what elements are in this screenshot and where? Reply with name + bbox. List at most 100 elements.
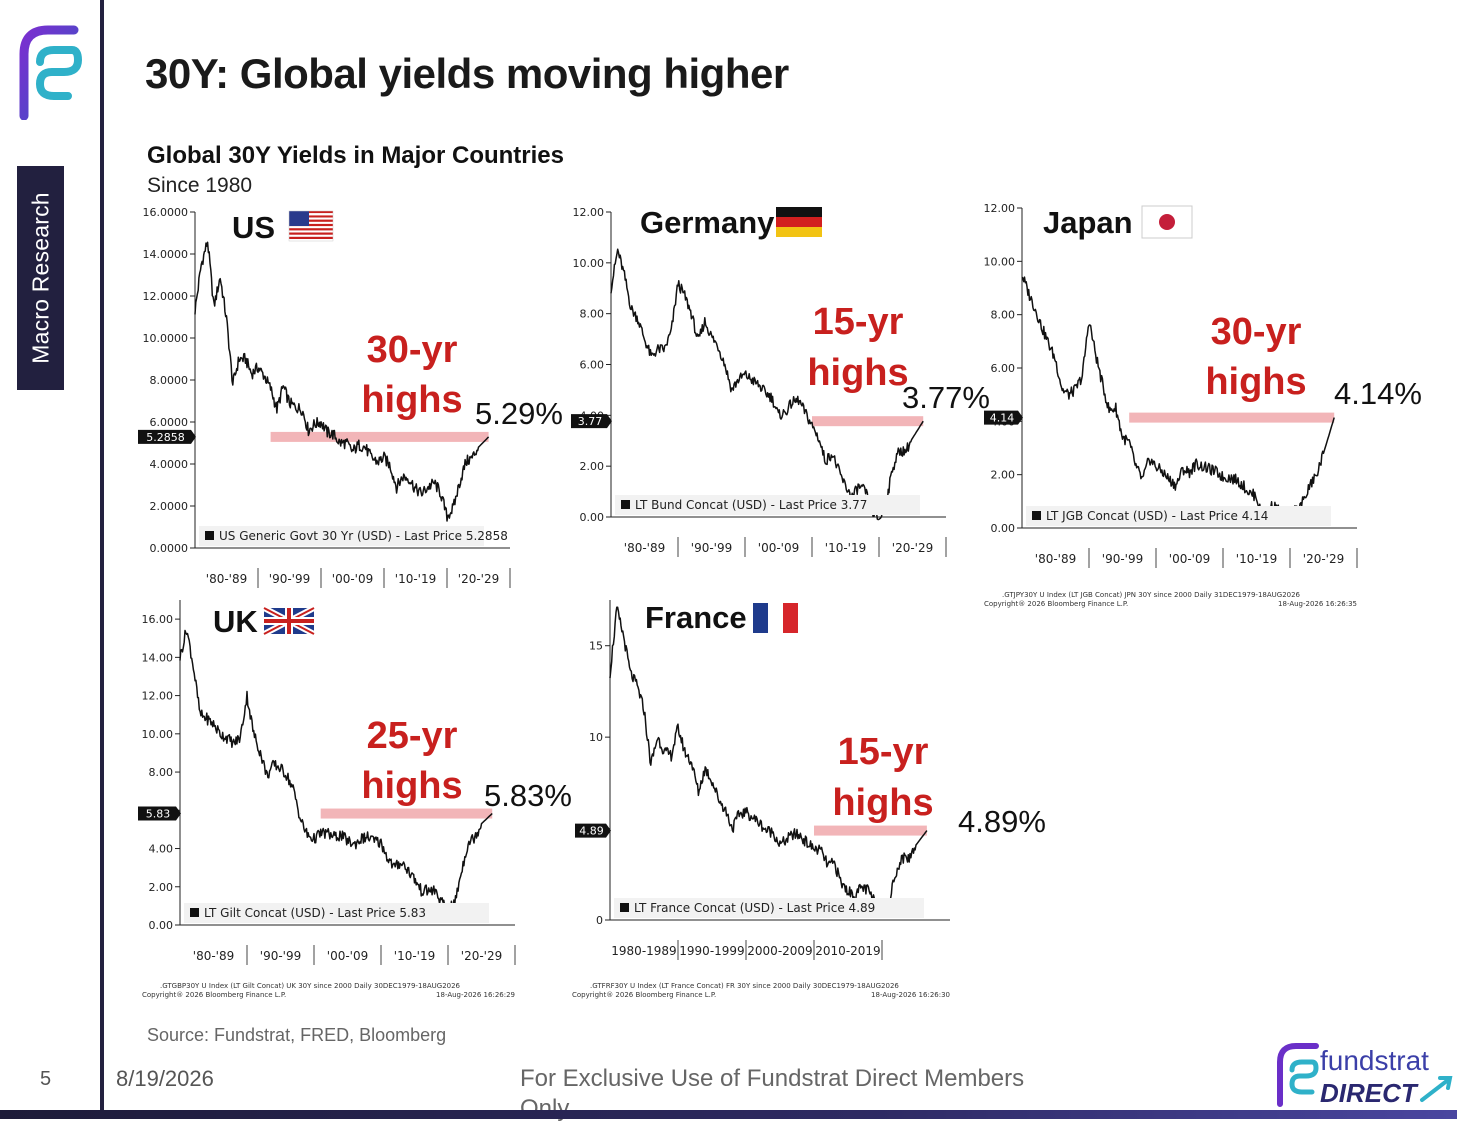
y-tick-label: 12.00 xyxy=(142,690,174,703)
legend-box xyxy=(199,526,484,546)
y-tick-label: 4.0000 xyxy=(150,458,189,471)
legend-box xyxy=(184,903,489,923)
x-tick-label: '00-'09 xyxy=(327,949,368,963)
uk-flag-icon xyxy=(262,605,316,637)
x-tick-label: '00-'09 xyxy=(1169,552,1210,566)
annotation-line-1: 25-yr xyxy=(367,715,458,757)
footnote-line-1: .GTJPY30Y U Index (LT JGB Concat) JPN 30… xyxy=(1002,591,1301,599)
chart-subtitle: Since 1980 xyxy=(147,174,253,197)
highlight-band xyxy=(270,431,489,442)
last-value-tag-label: 4.89 xyxy=(579,825,604,838)
annotation-line-2: highs xyxy=(1205,361,1306,403)
footer-date: 8/19/2026 xyxy=(116,1066,214,1091)
last-value-tag-label: 3.77 xyxy=(578,415,603,428)
last-value-tag-label: 5.2858 xyxy=(146,431,185,444)
y-tick-label: 10.00 xyxy=(142,728,174,741)
last-value-tag-label: 4.14 xyxy=(990,412,1015,425)
last-value-tag-label: 5.83 xyxy=(146,808,171,821)
last-value-percent: 5.29% xyxy=(475,396,563,431)
last-value-percent: 3.77% xyxy=(902,380,990,415)
last-value-percent: 5.83% xyxy=(484,778,572,813)
last-value-percent: 4.14% xyxy=(1334,376,1422,411)
x-tick-label: '10-'19 xyxy=(394,949,435,963)
footnote-line-1: .GTGBP30Y U Index (LT Gilt Concat) UK 30… xyxy=(160,982,461,990)
y-tick-label: 14.00 xyxy=(142,651,174,664)
country-title: Japan xyxy=(1043,205,1133,240)
last-value-tag xyxy=(138,429,196,444)
series-line xyxy=(609,606,928,916)
y-tick-label: 0.00 xyxy=(580,511,605,524)
footnote-line-2: Copyright® 2026 Bloomberg Finance L.P. xyxy=(142,991,286,999)
x-tick-label: '20-'29 xyxy=(461,949,502,963)
us-flag-icon xyxy=(288,210,334,242)
chart-title: Global 30Y Yields in Major Countries xyxy=(147,142,564,169)
legend-swatch xyxy=(621,500,630,509)
y-tick-label: 15 xyxy=(589,640,603,653)
y-tick-label: 10.0000 xyxy=(143,332,189,345)
y-tick-label: 0.00 xyxy=(149,919,174,932)
x-tick-label: '80-'89 xyxy=(624,541,665,555)
x-tick-label: '00-'09 xyxy=(758,541,799,555)
legend-swatch xyxy=(190,908,199,917)
source-note: Source: Fundstrat, FRED, Bloomberg xyxy=(147,1025,447,1045)
y-tick-label: 12.00 xyxy=(984,202,1016,215)
bottom-accent-bar xyxy=(0,1110,1457,1119)
series-line xyxy=(179,629,493,914)
chart-germany: 0.002.004.006.008.0010.0012.00'80-'89'90… xyxy=(571,205,990,557)
y-tick-label: 2.0000 xyxy=(150,500,189,513)
france-flag-icon xyxy=(753,603,798,633)
x-tick-label: '80-'89 xyxy=(1035,552,1076,566)
x-tick-label: '20-'29 xyxy=(458,572,499,586)
footnote-line-3: 18-Aug-2026 16:26:35 xyxy=(1278,600,1357,608)
y-tick-label: 2.00 xyxy=(991,469,1016,482)
germany-flag-icon xyxy=(776,207,822,237)
country-title: France xyxy=(645,600,747,635)
country-title: Germany xyxy=(640,205,775,240)
chart-france: 0510151980-19891990-19992000-20092010-20… xyxy=(572,600,1046,999)
x-tick-label: '10-'19 xyxy=(395,572,436,586)
y-tick-label: 10 xyxy=(589,731,603,744)
legend-label: LT France Concat (USD) - Last Price 4.89 xyxy=(634,901,875,915)
footnote-line-2: Copyright® 2026 Bloomberg Finance L.P. xyxy=(572,991,716,999)
y-tick-label: 14.0000 xyxy=(143,248,189,261)
annotation-line-2: highs xyxy=(361,765,462,807)
x-tick-label: '80-'89 xyxy=(206,572,247,586)
y-tick-label: 16.0000 xyxy=(143,206,189,219)
x-tick-label: '20-'29 xyxy=(892,541,933,555)
y-tick-label: 12.0000 xyxy=(143,290,189,303)
last-value-percent: 4.89% xyxy=(958,804,1046,839)
country-title: US xyxy=(232,210,275,245)
chart-japan: 0.002.004.006.008.0010.0012.00'80-'89'90… xyxy=(984,202,1422,608)
last-value-tag xyxy=(575,823,611,838)
y-tick-label: 2.00 xyxy=(580,460,605,473)
legend-label: US Generic Govt 30 Yr (USD) - Last Price… xyxy=(219,529,508,543)
y-tick-label: 2.00 xyxy=(149,881,174,894)
last-value-tag xyxy=(984,410,1023,425)
legend-label: LT Gilt Concat (USD) - Last Price 5.83 xyxy=(204,906,426,920)
x-tick-label: '10-'19 xyxy=(825,541,866,555)
footnote-line-3: 18-Aug-2026 16:26:30 xyxy=(871,991,950,999)
y-tick-label: 4.00 xyxy=(149,843,174,856)
y-tick-label: 16.00 xyxy=(142,613,174,626)
country-title: UK xyxy=(213,604,258,639)
y-tick-label: 12.00 xyxy=(573,206,605,219)
y-tick-label: 8.00 xyxy=(149,766,174,779)
y-tick-label: 10.00 xyxy=(573,257,605,270)
legend-swatch xyxy=(1032,511,1041,520)
highlight-band xyxy=(812,416,924,427)
brand-direct-text: DIRECT xyxy=(1320,1078,1419,1108)
y-tick-label: 8.0000 xyxy=(150,374,189,387)
x-tick-label: '80-'89 xyxy=(193,949,234,963)
x-tick-label: 1990-1999 xyxy=(679,944,744,958)
footnote-line-3: 18-Aug-2026 16:26:29 xyxy=(436,991,515,999)
legend-swatch xyxy=(620,903,629,912)
brand-fundstrat-text: fundstrat xyxy=(1320,1045,1429,1076)
sidebar-divider xyxy=(100,0,104,1110)
y-tick-label: 0.00 xyxy=(991,522,1016,535)
y-tick-label: 8.00 xyxy=(580,308,605,321)
annotation-line-2: highs xyxy=(832,782,933,824)
x-tick-label: '90-'99 xyxy=(269,572,310,586)
fundstrat-logo-icon xyxy=(19,25,83,120)
y-tick-label: 6.00 xyxy=(991,362,1016,375)
legend-box xyxy=(614,898,924,918)
